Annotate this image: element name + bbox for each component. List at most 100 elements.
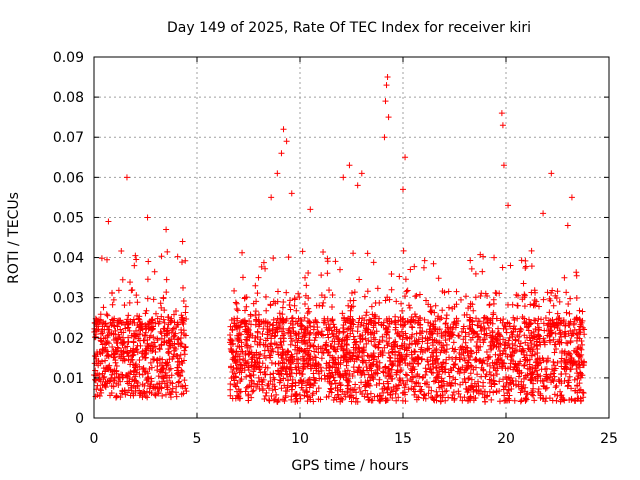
data-point bbox=[270, 322, 277, 329]
data-point bbox=[280, 375, 287, 382]
data-point bbox=[510, 358, 517, 365]
data-point bbox=[229, 368, 236, 375]
data-point bbox=[409, 373, 416, 380]
data-point bbox=[318, 272, 325, 279]
data-point bbox=[104, 332, 111, 339]
data-point bbox=[447, 383, 454, 390]
y-tick-label: 0.02 bbox=[53, 331, 84, 347]
data-point bbox=[379, 337, 386, 344]
data-point bbox=[388, 270, 395, 277]
data-point bbox=[375, 319, 382, 326]
y-tick-label: 0.06 bbox=[53, 170, 84, 186]
data-point bbox=[375, 341, 382, 348]
data-point bbox=[512, 337, 519, 344]
data-point bbox=[269, 345, 276, 352]
data-point bbox=[417, 348, 424, 355]
data-point bbox=[287, 306, 294, 313]
data-point bbox=[134, 299, 141, 306]
data-point bbox=[174, 336, 181, 343]
data-point bbox=[464, 398, 471, 405]
data-point bbox=[133, 346, 140, 353]
data-point bbox=[530, 380, 537, 387]
data-point bbox=[532, 325, 539, 332]
data-point bbox=[571, 326, 578, 333]
data-point bbox=[151, 356, 158, 363]
data-point bbox=[115, 287, 122, 294]
plot-frame bbox=[93, 56, 610, 419]
data-point bbox=[94, 382, 101, 389]
data-point bbox=[522, 265, 529, 272]
data-point bbox=[464, 364, 471, 371]
data-point bbox=[356, 384, 363, 391]
data-point bbox=[318, 292, 325, 299]
data-point bbox=[443, 341, 450, 348]
data-point bbox=[392, 313, 399, 320]
data-point bbox=[498, 363, 505, 370]
data-point bbox=[247, 373, 254, 380]
data-point bbox=[421, 316, 428, 323]
data-point bbox=[385, 114, 392, 121]
data-point bbox=[402, 398, 409, 405]
data-point bbox=[304, 310, 311, 317]
data-point bbox=[442, 337, 449, 344]
data-point bbox=[462, 379, 469, 386]
data-point bbox=[400, 323, 407, 330]
data-point bbox=[269, 328, 276, 335]
data-point bbox=[136, 392, 143, 399]
data-point bbox=[326, 287, 333, 294]
data-point bbox=[158, 330, 165, 337]
data-point bbox=[274, 398, 281, 405]
data-point bbox=[237, 319, 244, 326]
data-point bbox=[260, 376, 267, 383]
data-point bbox=[339, 342, 346, 349]
data-point bbox=[264, 329, 271, 336]
data-point bbox=[93, 318, 100, 325]
data-point bbox=[457, 366, 464, 373]
data-point bbox=[528, 320, 535, 327]
data-point bbox=[388, 366, 395, 373]
data-point bbox=[363, 340, 370, 347]
data-point bbox=[574, 375, 581, 382]
data-point bbox=[237, 331, 244, 338]
data-point bbox=[520, 280, 527, 287]
data-point bbox=[458, 328, 465, 335]
data-point bbox=[273, 319, 280, 326]
data-point bbox=[478, 328, 485, 335]
data-point bbox=[540, 337, 547, 344]
data-point bbox=[453, 322, 460, 329]
data-point bbox=[521, 332, 528, 339]
data-point bbox=[263, 307, 270, 314]
data-point bbox=[248, 394, 255, 401]
data-point bbox=[331, 324, 338, 331]
data-point bbox=[138, 350, 145, 357]
data-point bbox=[324, 255, 331, 262]
data-point bbox=[333, 348, 340, 355]
data-point bbox=[332, 385, 339, 392]
data-point bbox=[419, 328, 426, 335]
data-point bbox=[179, 238, 186, 245]
data-point bbox=[437, 349, 444, 356]
data-point bbox=[154, 367, 161, 374]
data-point bbox=[560, 396, 567, 403]
data-point bbox=[104, 339, 111, 346]
data-point bbox=[284, 363, 291, 370]
data-point bbox=[368, 338, 375, 345]
data-point bbox=[306, 380, 313, 387]
data-point bbox=[305, 350, 312, 357]
data-point bbox=[467, 317, 474, 324]
data-point bbox=[490, 309, 497, 316]
data-point bbox=[396, 376, 403, 383]
data-point bbox=[523, 334, 530, 341]
data-point bbox=[409, 365, 416, 372]
data-point bbox=[170, 325, 177, 332]
data-point bbox=[136, 356, 143, 363]
data-point bbox=[529, 374, 536, 381]
data-point bbox=[345, 302, 352, 309]
data-point bbox=[548, 290, 555, 297]
data-point bbox=[497, 357, 504, 364]
data-point bbox=[256, 378, 263, 385]
data-point bbox=[249, 354, 256, 361]
data-point bbox=[536, 360, 543, 367]
data-point bbox=[139, 381, 146, 388]
data-point bbox=[311, 354, 318, 361]
